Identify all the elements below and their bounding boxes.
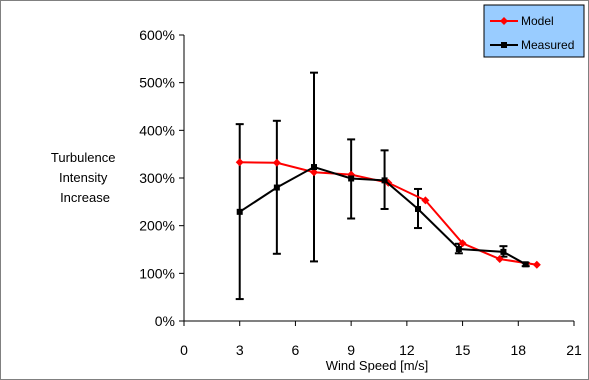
x-tick-label: 15: [455, 342, 471, 358]
x-tick-label: 21: [566, 342, 582, 358]
legend-measured-label: Measured: [521, 38, 574, 52]
legend: Model Measured: [483, 4, 585, 58]
y-axis-ticks: 0% 100% 200% 300% 400% 500% 600%: [139, 27, 184, 329]
y-axis-title-line-1: Turbulence: [51, 150, 116, 165]
model-point: [235, 158, 244, 167]
y-tick-label: 400%: [139, 122, 175, 138]
x-tick-label: 3: [236, 342, 244, 358]
measured-point: [273, 184, 280, 191]
measured-point: [381, 177, 388, 184]
y-axis-title-line-2: Intensity: [59, 170, 108, 185]
y-tick-label: 200%: [139, 218, 175, 234]
x-axis-ticks: 0 3 6 9 12 15 18 21: [180, 321, 582, 358]
x-tick-label: 6: [292, 342, 300, 358]
y-tick-label: 600%: [139, 27, 175, 43]
y-axis-title: Turbulence Intensity Increase: [51, 150, 119, 205]
x-tick-label: 18: [510, 342, 526, 358]
measured-point: [348, 175, 355, 182]
series-layer: [235, 71, 541, 301]
legend-box: [483, 4, 585, 58]
measured-point: [311, 164, 317, 171]
legend-model-marker: [500, 17, 508, 25]
measured-point: [500, 248, 507, 255]
series-measured: [236, 164, 529, 268]
x-tick-label: 12: [399, 342, 415, 358]
measured-point: [522, 261, 529, 268]
measured-point: [415, 205, 421, 212]
y-axis-title-line-3: Increase: [60, 190, 110, 205]
legend-measured-marker: [501, 42, 507, 48]
model-point: [421, 196, 430, 205]
model-point: [495, 255, 504, 264]
x-tick-label: 0: [180, 342, 188, 358]
x-axis-title: Wind Speed [m/s]: [326, 358, 429, 373]
y-tick-label: 0%: [155, 313, 175, 329]
model-point: [310, 168, 318, 177]
measured-point: [236, 208, 243, 215]
measured-point: [455, 246, 462, 253]
x-tick-label: 9: [347, 342, 355, 358]
model-point: [532, 260, 541, 269]
legend-model-label: Model: [521, 14, 554, 28]
y-tick-label: 100%: [139, 265, 175, 281]
y-tick-label: 500%: [139, 75, 175, 91]
y-tick-label: 300%: [139, 170, 175, 186]
model-point: [458, 239, 467, 248]
model-point: [272, 158, 281, 167]
